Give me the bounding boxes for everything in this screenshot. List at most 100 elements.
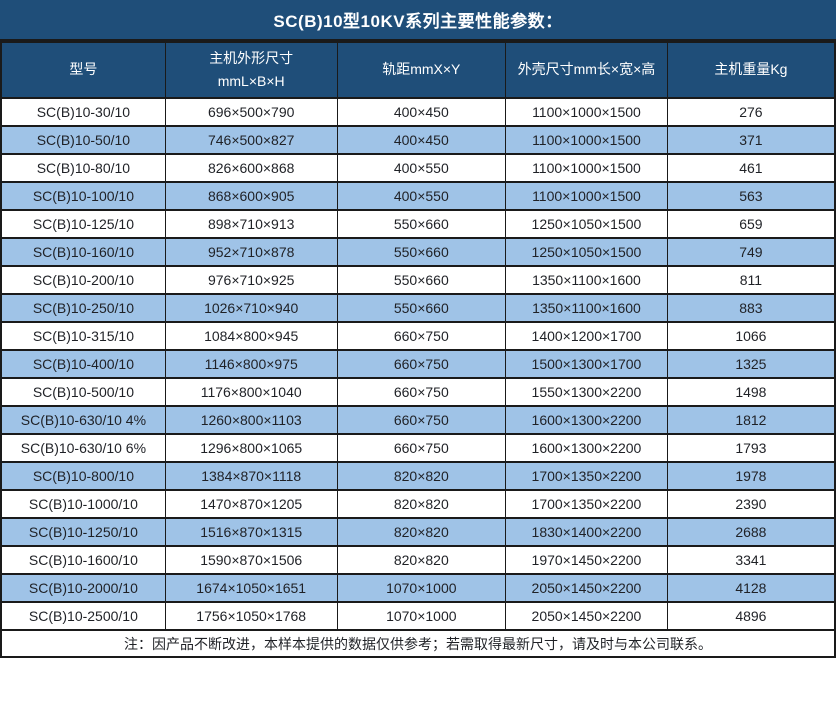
table-cell: 660×750 xyxy=(336,377,507,407)
table-cell: SC(B)10-1000/10 xyxy=(0,489,166,519)
table-cell: 1400×1200×1700 xyxy=(505,321,668,351)
table-row: SC(B)10-250/10 1026×710×940 550×660 1350×11… xyxy=(0,293,836,323)
table-cell: 660×750 xyxy=(336,349,507,379)
spec-table: 型号 主机外形尺寸 mmL×B×H 轨距mmX×Y 外壳尺寸mm长×宽×高 主机重量Kg… xyxy=(0,41,836,658)
table-cell: SC(B)10-160/10 xyxy=(0,237,166,267)
table-cell: 1250×1050×1500 xyxy=(505,237,668,267)
table-cell: 1970×1450×2200 xyxy=(505,545,668,575)
table-cell: 1470×870×1205 xyxy=(164,489,338,519)
table-cell: SC(B)10-630/10 4% xyxy=(0,405,166,435)
table-cell: 1756×1050×1768 xyxy=(164,601,338,631)
table-cell: 400×550 xyxy=(336,181,507,211)
table-cell: SC(B)10-400/10 xyxy=(0,349,166,379)
table-cell: 898×710×913 xyxy=(164,209,338,239)
table-cell: 550×660 xyxy=(336,293,507,323)
table-cell: 660×750 xyxy=(336,321,507,351)
table-cell: 563 xyxy=(666,181,836,211)
table-row: SC(B)10-500/10 1176×800×1040 660×750 1550×1… xyxy=(0,377,836,407)
table-row: SC(B)10-1250/10 1516×870×1315 820×820 1830×… xyxy=(0,517,836,547)
table-row: SC(B)10-125/10 898×710×913 550×660 1250×105… xyxy=(0,209,836,239)
table-cell: 550×660 xyxy=(336,237,507,267)
table-cell: 1026×710×940 xyxy=(164,293,338,323)
table-cell: 1325 xyxy=(666,349,836,379)
table-cell: 1812 xyxy=(666,405,836,435)
table-cell: SC(B)10-80/10 xyxy=(0,153,166,183)
table-cell: 2050×1450×2200 xyxy=(505,601,668,631)
table-row: SC(B)10-315/10 1084×800×945 660×750 1400×12… xyxy=(0,321,836,351)
table-cell: SC(B)10-800/10 xyxy=(0,461,166,491)
table-cell: 550×660 xyxy=(336,265,507,295)
table-cell: SC(B)10-630/10 6% xyxy=(0,433,166,463)
note-text: 注：因产品不断改进，本样本提供的数据仅供参考；若需取得最新尺寸，请及时与本公司联… xyxy=(0,629,836,658)
table-cell: 2390 xyxy=(666,489,836,519)
table-row: SC(B)10-80/10 826×600×868 400×550 1100×1000… xyxy=(0,153,836,183)
table-cell: 1350×1100×1600 xyxy=(505,265,668,295)
table-cell: 1100×1000×1500 xyxy=(505,97,668,127)
table-cell: SC(B)10-1250/10 xyxy=(0,517,166,547)
table-cell: 746×500×827 xyxy=(164,125,338,155)
table-cell: 400×450 xyxy=(336,97,507,127)
table-row: SC(B)10-2000/10 1674×1050×1651 1070×1000 20… xyxy=(0,573,836,603)
table-cell: 826×600×868 xyxy=(164,153,338,183)
table-cell: 1250×1050×1500 xyxy=(505,209,668,239)
table-row: SC(B)10-50/10 746×500×827 400×450 1100×1000… xyxy=(0,125,836,155)
note-row: 注：因产品不断改进，本样本提供的数据仅供参考；若需取得最新尺寸，请及时与本公司联… xyxy=(0,629,836,658)
table-cell: 1700×1350×2200 xyxy=(505,461,668,491)
table-cell: 1600×1300×2200 xyxy=(505,433,668,463)
table-cell: 1590×870×1506 xyxy=(164,545,338,575)
title-bar: SC(B)10型10KV系列主要性能参数： xyxy=(0,0,836,41)
table-cell: SC(B)10-50/10 xyxy=(0,125,166,155)
table-cell: 1830×1400×2200 xyxy=(505,517,668,547)
table-cell: 1550×1300×2200 xyxy=(505,377,668,407)
table-cell: 400×550 xyxy=(336,153,507,183)
table-cell: 1350×1100×1600 xyxy=(505,293,668,323)
table-cell: 1516×870×1315 xyxy=(164,517,338,547)
table-cell: SC(B)10-315/10 xyxy=(0,321,166,351)
table-row: SC(B)10-630/10 4% 1260×800×1103 660×750 160… xyxy=(0,405,836,435)
table-cell: 1070×1000 xyxy=(336,601,507,631)
table-cell: 976×710×925 xyxy=(164,265,338,295)
header-row: 型号 主机外形尺寸 mmL×B×H 轨距mmX×Y 外壳尺寸mm长×宽×高 主机重量Kg xyxy=(0,41,836,99)
table-cell: 1084×800×945 xyxy=(164,321,338,351)
table-cell: 1070×1000 xyxy=(336,573,507,603)
table-cell: 461 xyxy=(666,153,836,183)
table-cell: 659 xyxy=(666,209,836,239)
table-cell: 1176×800×1040 xyxy=(164,377,338,407)
table-cell: 4128 xyxy=(666,573,836,603)
table-cell: 2688 xyxy=(666,517,836,547)
table-cell: 1700×1350×2200 xyxy=(505,489,668,519)
table-cell: 1500×1300×1700 xyxy=(505,349,668,379)
table-cell: 1498 xyxy=(666,377,836,407)
table-cell: 1066 xyxy=(666,321,836,351)
table-row: SC(B)10-800/10 1384×870×1118 820×820 1700×1… xyxy=(0,461,836,491)
table-cell: 1978 xyxy=(666,461,836,491)
table-row: SC(B)10-1000/10 1470×870×1205 820×820 1700×… xyxy=(0,489,836,519)
table-row: SC(B)10-2500/10 1756×1050×1768 1070×1000 20… xyxy=(0,601,836,631)
table-cell: 2050×1450×2200 xyxy=(505,573,668,603)
table-row: SC(B)10-1600/10 1590×870×1506 820×820 1970×… xyxy=(0,545,836,575)
table-row: SC(B)10-400/10 1146×800×975 660×750 1500×13… xyxy=(0,349,836,379)
column-header: 型号 xyxy=(0,41,166,99)
table-body: SC(B)10-30/10 696×500×790 400×450 1100×1000… xyxy=(0,97,836,631)
table-cell: 550×660 xyxy=(336,209,507,239)
table-cell: SC(B)10-2500/10 xyxy=(0,601,166,631)
page-title: SC(B)10型10KV系列主要性能参数： xyxy=(273,12,563,31)
table-cell: SC(B)10-1600/10 xyxy=(0,545,166,575)
table-row: SC(B)10-200/10 976×710×925 550×660 1350×110… xyxy=(0,265,836,295)
table-row: SC(B)10-100/10 868×600×905 400×550 1100×100… xyxy=(0,181,836,211)
table-cell: 1260×800×1103 xyxy=(164,405,338,435)
table-cell: 400×450 xyxy=(336,125,507,155)
table-cell: 1100×1000×1500 xyxy=(505,181,668,211)
table-cell: 1384×870×1118 xyxy=(164,461,338,491)
table-cell: 371 xyxy=(666,125,836,155)
table-cell: SC(B)10-2000/10 xyxy=(0,573,166,603)
table-cell: 660×750 xyxy=(336,405,507,435)
column-header: 主机外形尺寸 mmL×B×H xyxy=(164,41,338,99)
table-cell: SC(B)10-500/10 xyxy=(0,377,166,407)
table-cell: 1296×800×1065 xyxy=(164,433,338,463)
table-cell: 820×820 xyxy=(336,489,507,519)
table-cell: SC(B)10-125/10 xyxy=(0,209,166,239)
table-cell: 1674×1050×1651 xyxy=(164,573,338,603)
column-header: 轨距mmX×Y xyxy=(336,41,507,99)
